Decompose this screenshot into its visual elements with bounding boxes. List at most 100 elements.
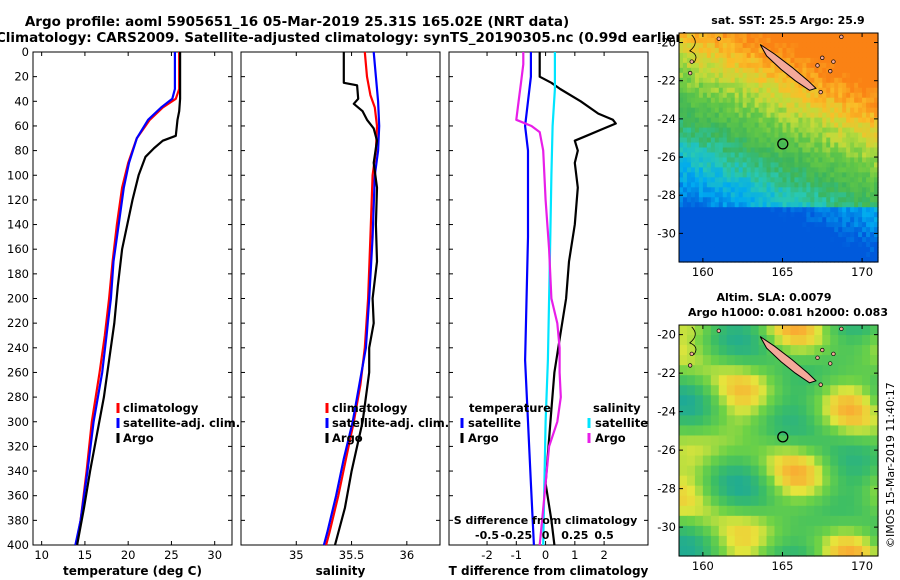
map-cell: [694, 132, 700, 139]
map-cell: [710, 217, 716, 223]
map-cell: [694, 395, 704, 406]
map-cell: [682, 127, 688, 134]
map-cell: [679, 475, 688, 487]
small-island: [820, 347, 825, 353]
map-cell: [702, 172, 708, 178]
map-cell: [842, 167, 847, 173]
map-cell: [802, 212, 807, 218]
map-cell: [806, 102, 811, 109]
map-cell: [766, 257, 772, 263]
map-cell: [730, 257, 736, 263]
map-cell: [686, 232, 692, 238]
map-cell: [790, 122, 796, 129]
map-cell: [706, 112, 712, 119]
map-cell: [854, 172, 859, 178]
map-cell: [698, 252, 704, 258]
map-cell: [758, 325, 768, 336]
map-cell: [870, 495, 879, 507]
map-cell: [830, 52, 835, 59]
map-cell: [818, 172, 823, 178]
map-cell: [842, 222, 847, 228]
map-cell: [806, 197, 811, 203]
map-cell: [826, 222, 831, 228]
map-cell: [770, 47, 776, 54]
map-cell: [679, 177, 684, 183]
map-cell: [694, 142, 700, 149]
legend-label: satellite-adj. clim.: [123, 416, 240, 430]
map-cell: [846, 92, 851, 99]
map-cell: [694, 212, 700, 218]
map-cell: [862, 82, 867, 89]
map-cell: [770, 192, 776, 198]
map-cell: [706, 192, 712, 198]
map-cell: [870, 375, 879, 386]
map-cell: [850, 227, 855, 233]
map-cell: [834, 152, 839, 159]
map-cell: [798, 187, 803, 193]
map-cell: [746, 232, 752, 238]
map-cell: [750, 525, 760, 537]
map-cell: [718, 325, 728, 336]
map-cell: [682, 52, 688, 59]
map-cell: [858, 72, 863, 79]
map-x-tick-label: 160: [692, 265, 714, 279]
map-cell: [874, 67, 879, 74]
map-cell: [682, 147, 688, 154]
map-cell: [798, 47, 803, 54]
map-cell: [830, 157, 835, 164]
map-cell: [826, 97, 831, 104]
map-cell: [866, 187, 871, 193]
map-cell: [810, 182, 815, 188]
map-cell: [798, 335, 807, 346]
map-cell: [710, 252, 716, 258]
map-cell: [778, 33, 784, 39]
map-cell: [826, 82, 831, 89]
map-cell: [782, 102, 788, 109]
map-cell: [818, 52, 823, 59]
map-cell: [722, 207, 728, 213]
map-cell: [702, 232, 708, 238]
map-cell: [686, 207, 692, 213]
map-cell: [778, 42, 784, 49]
map-cell: [870, 455, 879, 467]
map-cell: [738, 87, 744, 94]
map-cell: [758, 152, 764, 159]
map-cell: [742, 127, 748, 134]
map-cell: [718, 72, 724, 79]
map-cell: [846, 475, 855, 487]
map-cell: [830, 435, 839, 447]
map-cell: [802, 237, 807, 243]
map-cell: [746, 47, 752, 54]
map-cell: [858, 52, 863, 59]
map-cell: [822, 187, 827, 193]
map-cell: [698, 222, 704, 228]
map-cell: [862, 425, 871, 437]
map-cell: [742, 42, 748, 49]
map-cell: [746, 117, 752, 124]
map-cell: [679, 137, 684, 144]
map-cell: [806, 77, 811, 84]
map-cell: [682, 237, 688, 243]
map-cell: [706, 62, 712, 69]
map-cell: [822, 82, 827, 89]
map-cell: [862, 147, 867, 154]
map-cell: [726, 445, 736, 457]
map-cell: [710, 112, 716, 119]
map-cell: [802, 142, 807, 149]
map-cell: [838, 172, 843, 178]
map-cell: [766, 37, 772, 44]
map-cell: [742, 325, 752, 336]
map-cell: [726, 242, 732, 248]
map-cell: [774, 102, 780, 109]
map-cell: [814, 335, 823, 346]
map-cell: [818, 92, 823, 99]
map-cell: [726, 237, 732, 243]
map-cell: [774, 162, 780, 169]
map-cell: [850, 107, 855, 114]
map-cell: [806, 335, 815, 346]
map-cell: [726, 152, 732, 159]
map-cell: [806, 162, 811, 169]
map-cell: [682, 77, 688, 84]
map-cell: [806, 495, 815, 507]
map-cell: [750, 92, 756, 99]
